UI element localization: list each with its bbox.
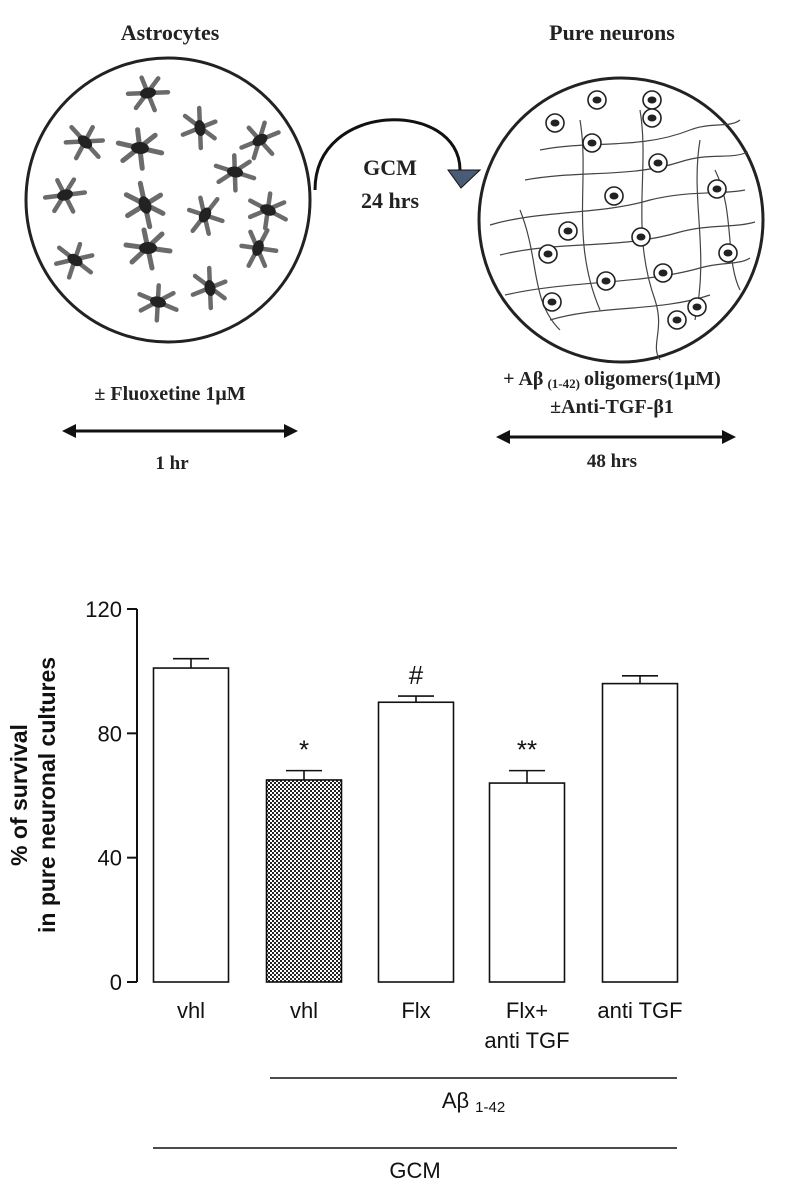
bars: * # ** <box>154 659 678 982</box>
left-treatment: ± Fluoxetine 1μM <box>94 383 245 405</box>
x-tick-label: Flx+ <box>506 998 548 1023</box>
survival-bar-chart: % of survival in pure neuronal cultures … <box>6 597 683 1183</box>
x-tick-label: anti TGF <box>484 1028 569 1053</box>
bar <box>490 783 565 982</box>
left-duration-arrow <box>62 424 298 438</box>
right-duration-arrow <box>496 430 736 444</box>
y-tick-label: 120 <box>85 597 122 622</box>
group-brackets: Aβ 1-42 GCM <box>153 1078 677 1183</box>
right-treatment-1: + Aβ (1-42) oligomers(1μM) <box>503 368 721 391</box>
group-label: Aβ 1-42 <box>442 1088 505 1116</box>
x-tick-label: anti TGF <box>597 998 682 1023</box>
right-treatment-2: ±Anti-TGF-β1 <box>550 396 674 418</box>
axes: 0 40 80 120 <box>85 597 137 995</box>
left-duration: 1 hr <box>155 453 189 474</box>
y-tick-label: 80 <box>98 721 122 746</box>
x-tick-label: vhl <box>177 998 205 1023</box>
group-label: GCM <box>389 1158 440 1183</box>
pure-neurons-title: Pure neurons <box>549 20 675 45</box>
y-tick-label: 40 <box>98 846 122 871</box>
transfer-duration: 24 hrs <box>361 188 420 213</box>
bar <box>154 668 229 982</box>
bar <box>603 684 678 982</box>
significance-marker: # <box>409 660 424 690</box>
y-axis-label-line1: % of survival <box>6 724 32 866</box>
x-tick-labels: vhl vhl Flx Flx+ anti TGF anti TGF <box>177 998 683 1053</box>
right-duration: 48 hrs <box>587 451 637 472</box>
transfer-arrowhead <box>448 170 480 188</box>
bar <box>379 702 454 982</box>
schematic: Astrocytes Pure neurons GCM 24 hrs <box>26 20 763 474</box>
neurons-dish <box>479 78 763 362</box>
gcm-label: GCM <box>363 155 417 180</box>
significance-marker: * <box>299 735 309 765</box>
y-tick-label: 0 <box>110 970 122 995</box>
astrocytes-title: Astrocytes <box>121 20 220 45</box>
significance-marker: ** <box>517 735 537 765</box>
y-axis-title: % of survival in pure neuronal cultures <box>6 657 60 933</box>
bar <box>267 780 342 982</box>
x-tick-label: Flx <box>401 998 430 1023</box>
x-tick-label: vhl <box>290 998 318 1023</box>
y-axis-label-line2: in pure neuronal cultures <box>34 657 60 933</box>
